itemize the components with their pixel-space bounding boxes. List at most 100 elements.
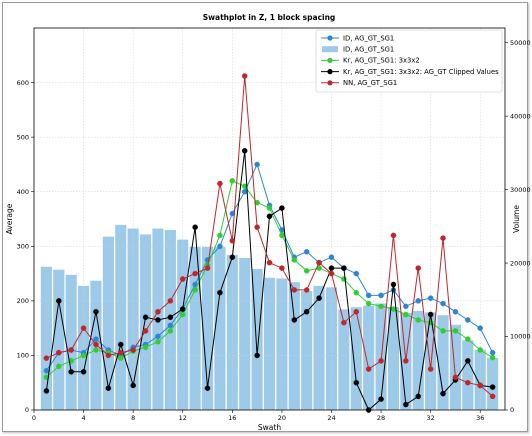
legend-label: Kr, AG_GT_SG1: 3x3x2: AG_GT Clipped Valu… bbox=[343, 68, 499, 76]
series-point-0 bbox=[489, 349, 496, 356]
series-point-2 bbox=[217, 289, 223, 296]
series-point-3 bbox=[489, 393, 496, 400]
series-point-2 bbox=[142, 314, 149, 320]
volume-bar bbox=[462, 340, 474, 410]
x-tick-label: 32 bbox=[426, 414, 434, 422]
x-tick-label: 24 bbox=[327, 414, 335, 422]
series-point-2 bbox=[118, 341, 124, 348]
legend-swatch-marker bbox=[327, 69, 333, 75]
legend-label: ID, AG_GT_SG1 bbox=[343, 34, 394, 42]
series-point-0 bbox=[167, 322, 174, 329]
series-point-3 bbox=[217, 180, 223, 187]
legend-label: NN, AG_GT_SG1 bbox=[343, 79, 397, 87]
series-point-3 bbox=[204, 265, 211, 271]
volume-bar bbox=[301, 290, 313, 410]
series-point-3 bbox=[440, 235, 446, 241]
series-point-2 bbox=[179, 306, 186, 312]
series-point-3 bbox=[130, 347, 136, 353]
series-point-2 bbox=[291, 317, 298, 323]
series-point-2 bbox=[130, 382, 136, 389]
left-tick-label: 0 bbox=[25, 406, 29, 414]
series-point-3 bbox=[365, 366, 372, 372]
series-point-0 bbox=[254, 161, 260, 168]
series-point-2 bbox=[167, 314, 174, 320]
series-point-0 bbox=[217, 243, 223, 250]
volume-bar bbox=[78, 285, 90, 410]
series-point-2 bbox=[353, 379, 360, 386]
volume-bar bbox=[313, 285, 325, 410]
chart-title: Swathplot in Z, 1 block spacing bbox=[203, 13, 336, 22]
series-point-2 bbox=[155, 317, 161, 323]
series-point-3 bbox=[155, 309, 161, 315]
series-point-2 bbox=[204, 385, 211, 391]
series-point-1 bbox=[56, 363, 62, 370]
series-point-1 bbox=[403, 311, 409, 318]
series-point-2 bbox=[93, 309, 99, 315]
volume-bar bbox=[387, 307, 400, 410]
series-point-3 bbox=[43, 355, 50, 361]
x-axis-ticks: 0 4 8 12 16 20 24 28 32 36 bbox=[32, 410, 484, 422]
volume-bar bbox=[65, 274, 77, 410]
plot-area bbox=[33, 27, 506, 411]
right-axis-label: Volume bbox=[512, 205, 521, 233]
right-tick-label: 40000 bbox=[510, 112, 531, 120]
legend: ID, AG_GT_SG1 ID, AG_GT_SG1 Kr, AG_GT_SG1:… bbox=[315, 29, 503, 93]
series-point-1 bbox=[192, 287, 198, 293]
volume-bar bbox=[139, 234, 152, 410]
legend-swatch-bar bbox=[322, 46, 338, 53]
series-point-3 bbox=[167, 298, 174, 304]
x-tick-label: 12 bbox=[179, 414, 187, 422]
legend-box bbox=[315, 29, 503, 93]
series-point-0 bbox=[229, 210, 236, 217]
series-point-1 bbox=[415, 317, 421, 323]
series-point-3 bbox=[303, 287, 310, 293]
series-point-1 bbox=[477, 347, 483, 353]
series-point-0 bbox=[452, 309, 459, 315]
series-point-3 bbox=[93, 341, 99, 348]
series-point-1 bbox=[440, 328, 446, 334]
series-point-1 bbox=[489, 354, 496, 361]
series-point-2 bbox=[80, 369, 87, 375]
series-point-0 bbox=[353, 270, 360, 277]
series-point-3 bbox=[403, 358, 409, 364]
series-point-1 bbox=[353, 289, 360, 296]
volume-bar bbox=[102, 236, 114, 410]
volume-bar bbox=[288, 282, 300, 410]
series-point-2 bbox=[316, 295, 322, 301]
volume-bar bbox=[164, 230, 176, 410]
series-point-2 bbox=[328, 265, 335, 271]
series-point-3 bbox=[56, 349, 62, 356]
series-point-2 bbox=[378, 396, 384, 402]
series-point-3 bbox=[316, 259, 322, 266]
series-point-0 bbox=[465, 317, 471, 323]
series-lines bbox=[43, 73, 496, 413]
volume-bar bbox=[263, 277, 276, 410]
left-tick-label: 200 bbox=[17, 297, 29, 305]
series-point-0 bbox=[378, 292, 384, 299]
series-point-2 bbox=[415, 393, 421, 400]
series-point-3 bbox=[328, 270, 335, 277]
series-point-3 bbox=[465, 379, 471, 386]
series-point-3 bbox=[452, 374, 459, 381]
series-point-0 bbox=[403, 303, 409, 310]
series-point-3 bbox=[279, 265, 285, 271]
series-point-1 bbox=[80, 352, 87, 359]
x-tick-label: 8 bbox=[131, 414, 135, 422]
left-axis-ticks: 0 100 200 300 400 500 600 bbox=[17, 79, 34, 414]
series-point-2 bbox=[440, 390, 446, 397]
series-point-3 bbox=[477, 382, 483, 389]
series-point-1 bbox=[378, 303, 384, 310]
series-point-1 bbox=[93, 347, 99, 353]
legend-swatch-marker bbox=[327, 35, 333, 41]
series-point-3 bbox=[390, 232, 397, 239]
series-point-0 bbox=[93, 336, 99, 342]
right-tick-label: 10000 bbox=[510, 333, 531, 341]
left-axis-label: Average bbox=[5, 203, 14, 234]
volume-bar bbox=[338, 309, 350, 410]
volume-bar bbox=[214, 246, 226, 410]
series-point-3 bbox=[142, 328, 149, 334]
series-point-1 bbox=[452, 328, 459, 334]
series-point-2 bbox=[303, 309, 310, 315]
legend-label: Kr, AG_GT_SG1: 3x3x2 bbox=[343, 57, 420, 65]
